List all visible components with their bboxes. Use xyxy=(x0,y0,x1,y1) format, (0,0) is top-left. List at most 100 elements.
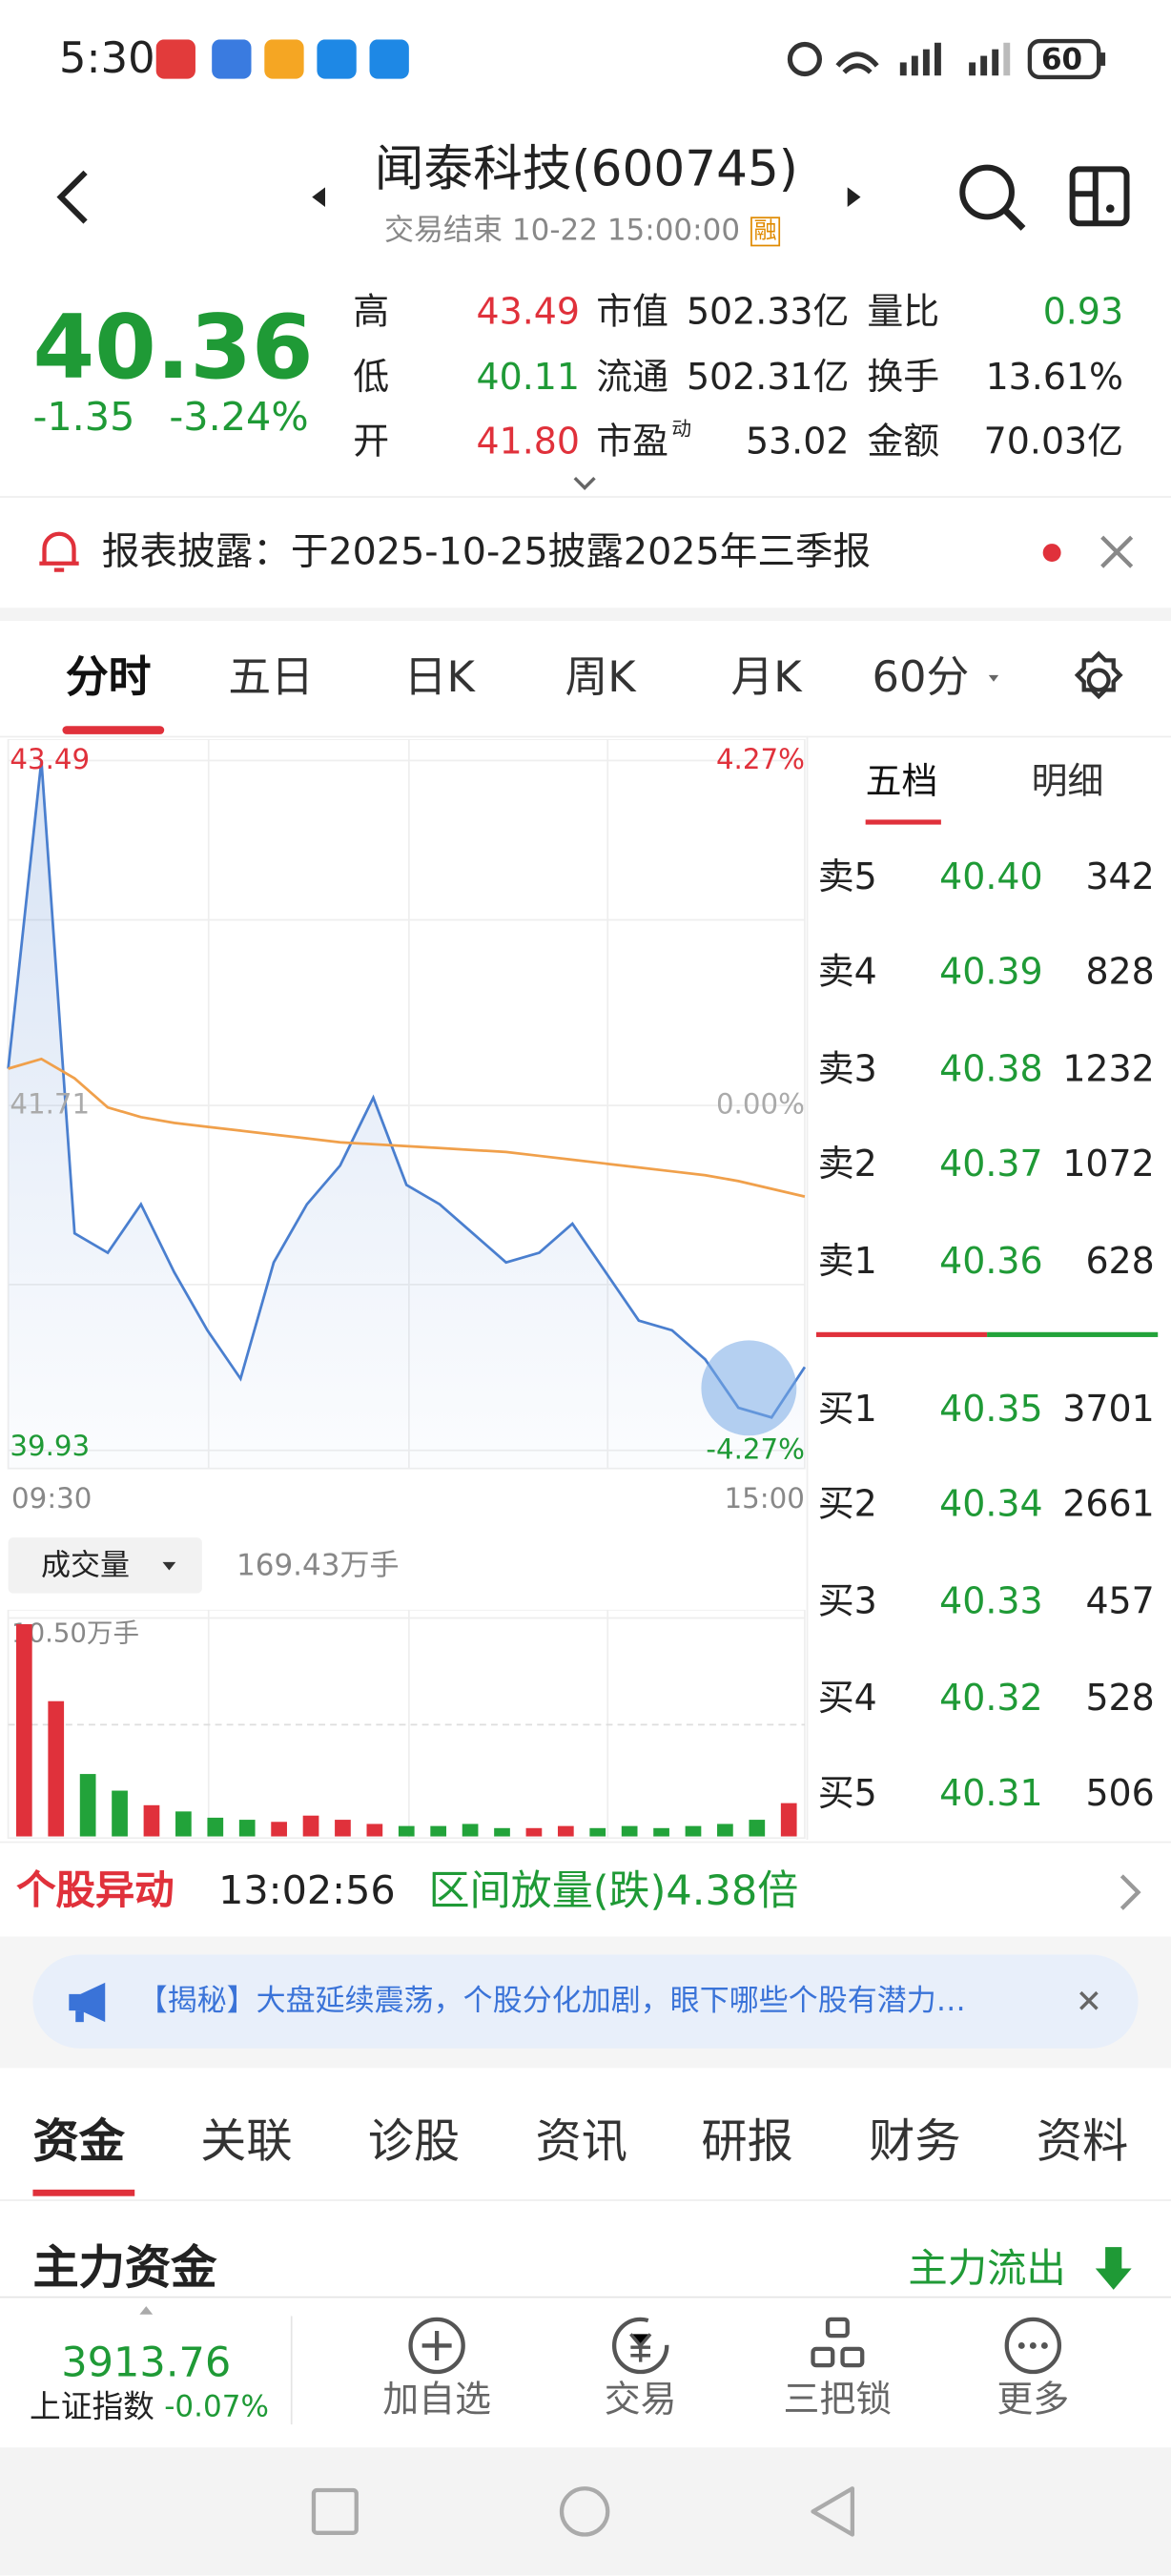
book-price: 40.37 xyxy=(939,1144,1043,1186)
book-price: 40.33 xyxy=(939,1581,1043,1623)
nav-buttons xyxy=(311,2486,855,2537)
volume-bar xyxy=(79,1774,96,1837)
price-area xyxy=(8,760,805,1469)
stat-label: 换手 xyxy=(867,358,940,400)
y2-tick-label: 4.27% xyxy=(716,743,805,775)
tab-dropdown-arrow xyxy=(988,674,999,682)
volume-bar xyxy=(175,1811,192,1837)
index-value: 3913.76 xyxy=(61,2338,232,2386)
stat-value: 502.33亿 xyxy=(686,292,850,334)
back-button[interactable] xyxy=(50,168,99,227)
trade-status: 交易结束 10-22 15:00:00 xyxy=(384,213,741,249)
book-price: 40.34 xyxy=(939,1484,1043,1527)
chart-tab[interactable]: 周K xyxy=(565,653,636,704)
section-tab[interactable]: 资料 xyxy=(1036,2113,1129,2169)
stat-label: 市盈 xyxy=(596,422,669,464)
book-volume: 1072 xyxy=(1062,1144,1155,1186)
alert-title: 个股异动 xyxy=(16,1867,175,1914)
stat-label: 高 xyxy=(353,292,390,334)
book-volume: 1232 xyxy=(1062,1049,1155,1091)
volume-bar xyxy=(494,1827,510,1837)
volume-bar xyxy=(271,1822,287,1837)
stat-value: 502.31亿 xyxy=(686,358,850,400)
settings-button[interactable] xyxy=(1069,650,1128,710)
section-tab[interactable]: 关联 xyxy=(200,2113,293,2169)
price-chart: 43.49 41.71 39.93 4.27% 0.00% -4.27% xyxy=(7,739,807,1470)
y-tick-label: 10.50万手 xyxy=(11,1618,139,1649)
bottom-button[interactable]: 三把锁 xyxy=(783,2380,893,2421)
y-tick-label: 43.49 xyxy=(10,743,90,775)
stat-value: 40.11 xyxy=(476,358,580,400)
stock-title: 闻泰科技(600745) xyxy=(374,141,798,199)
volume-bar xyxy=(335,1820,351,1837)
stat-value: 70.03亿 xyxy=(983,422,1124,464)
index-change: -0.07% xyxy=(164,2389,269,2425)
bottom-button[interactable]: 加自选 xyxy=(382,2380,491,2421)
volume-selector-label: 成交量 xyxy=(41,1549,131,1584)
y-tick-label: 39.93 xyxy=(10,1430,90,1462)
tab-underline xyxy=(62,726,165,734)
book-divider-sell xyxy=(815,1331,988,1337)
volume-bar xyxy=(112,1790,128,1837)
expand-arrow[interactable] xyxy=(571,475,598,491)
close-notice[interactable] xyxy=(1097,532,1136,571)
bottom-button[interactable]: 更多 xyxy=(996,2380,1070,2421)
chart-tab[interactable]: 月K xyxy=(730,653,802,704)
index-name: 上证指数 xyxy=(30,2389,154,2425)
y2-tick-label: 0.00% xyxy=(716,1088,805,1121)
volume-chart: 10.50万手 xyxy=(7,1609,806,1840)
section-tab[interactable]: 诊股 xyxy=(367,2113,461,2169)
bottom-icons xyxy=(408,2317,1062,2375)
share-button[interactable] xyxy=(1067,164,1133,230)
chart-tab[interactable]: 60分 xyxy=(872,653,970,704)
book-price: 40.36 xyxy=(939,1242,1043,1284)
chart-tab[interactable]: 分时 xyxy=(65,653,152,704)
book-volume: 2661 xyxy=(1062,1484,1155,1527)
unread-dot xyxy=(1042,544,1061,563)
chart-tab[interactable]: 日K xyxy=(403,653,475,704)
bottom-button[interactable]: 交易 xyxy=(604,2380,677,2421)
book-price: 40.35 xyxy=(939,1390,1043,1432)
alert-text[interactable]: 区间放量(跌)4.38倍 xyxy=(428,1866,799,1915)
notice-text[interactable]: 报表披露：于2025-10-25披露2025年三季报 xyxy=(101,531,872,574)
book-level: 卖3 xyxy=(817,1049,877,1091)
float-button[interactable] xyxy=(701,1340,797,1436)
section-tab[interactable]: 财务 xyxy=(869,2113,961,2169)
dropdown-arrow xyxy=(162,1561,176,1571)
volume-bar xyxy=(15,1624,32,1837)
stat-label: 流通 xyxy=(596,358,669,400)
prev-stock[interactable] xyxy=(307,184,330,211)
banner[interactable] xyxy=(32,1954,1139,2049)
alert-chevron[interactable] xyxy=(1117,1871,1143,1914)
volume-bar xyxy=(430,1825,447,1837)
fund-title: 主力资金 xyxy=(32,2240,217,2296)
volume-bar xyxy=(143,1804,160,1837)
close-banner[interactable] xyxy=(1078,1989,1100,2012)
book-volume: 3701 xyxy=(1062,1390,1155,1432)
outflow-arrow xyxy=(1095,2247,1132,2290)
section-tab[interactable]: 资讯 xyxy=(535,2113,627,2169)
stat-label: 市值 xyxy=(596,292,669,334)
last-price: 40.36 xyxy=(32,296,314,400)
book-divider-buy xyxy=(987,1331,1159,1337)
stat-label: 量比 xyxy=(867,292,940,334)
book-tab[interactable]: 五档 xyxy=(865,762,938,804)
search-button[interactable] xyxy=(955,161,1028,234)
book-volume: 342 xyxy=(1085,857,1155,899)
volume-bar xyxy=(749,1820,766,1837)
volume-bar xyxy=(685,1825,702,1837)
volume-total: 169.43万手 xyxy=(236,1549,400,1584)
volume-bar xyxy=(207,1817,224,1837)
volume-bar xyxy=(398,1825,415,1837)
status-time: 5:30 xyxy=(59,34,155,84)
section-tab[interactable]: 资金 xyxy=(32,2113,125,2169)
book-price: 40.31 xyxy=(939,1774,1043,1816)
next-stock[interactable] xyxy=(843,184,866,211)
volume-bar xyxy=(525,1827,543,1837)
average-line xyxy=(8,1057,806,1198)
book-tab[interactable]: 明细 xyxy=(1031,762,1104,804)
volume-bar xyxy=(302,1815,319,1837)
section-tab[interactable]: 研报 xyxy=(701,2113,793,2169)
chart-tab[interactable]: 五日 xyxy=(228,653,314,704)
index-toggle[interactable] xyxy=(138,2304,154,2316)
